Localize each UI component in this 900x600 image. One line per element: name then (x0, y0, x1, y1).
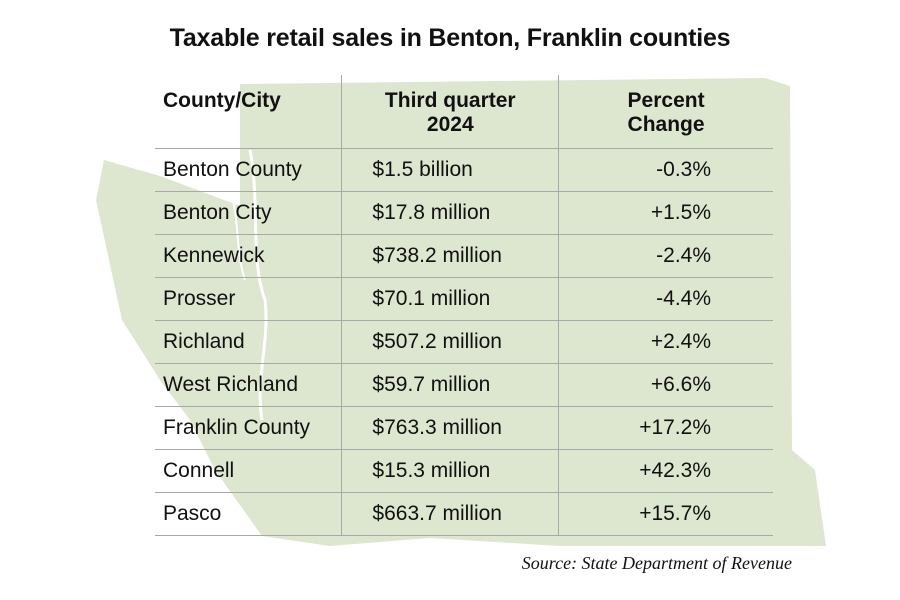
percent-change-cell: -2.4% (558, 233, 773, 277)
table-row: Benton County $1.5 billion -0.3% (155, 147, 773, 191)
percent-change-cell: +6.6% (558, 362, 773, 406)
place-name-cell: West Richland (155, 362, 342, 406)
place-name-cell: Benton City (155, 190, 342, 234)
table-row: Franklin County $763.3 million +17.2% (155, 405, 773, 449)
place-name-cell: Benton County (155, 147, 342, 191)
column-header: County/City (163, 89, 281, 112)
place-name-cell: Richland (155, 319, 342, 363)
sales-cell: $70.1 million (341, 276, 559, 320)
sales-table: County/City Third quarter 2024 Percent Cha… (155, 75, 773, 536)
table-row: Pasco $663.7 million +15.7% (155, 491, 773, 536)
chart-title: Taxable retail sales in Benton, Franklin… (169, 24, 731, 52)
table-row: Connell $15.3 million +42.3% (155, 448, 773, 492)
table-row: Benton City $17.8 million +1.5% (155, 190, 773, 234)
place-name-cell: Kennewick (155, 233, 342, 277)
table-row: Prosser $70.1 million -4.4% (155, 276, 773, 320)
percent-change-cell: +1.5% (558, 190, 773, 234)
column-header: Percent Change (558, 75, 773, 148)
column-header: Third quarter 2024 (341, 75, 559, 148)
table-row: Kennewick $738.2 million -2.4% (155, 233, 773, 277)
percent-change-cell: +15.7% (558, 491, 773, 536)
table-header-row: County/City Third quarter 2024 Percent Cha… (155, 75, 773, 148)
percent-change-cell: +42.3% (558, 448, 773, 492)
sales-cell: $763.3 million (341, 405, 559, 449)
place-name-cell: Pasco (155, 491, 342, 536)
sales-cell: $17.8 million (341, 190, 559, 234)
sales-cell: $59.7 million (341, 362, 559, 406)
source-note: Source: State Department of Revenue (521, 553, 792, 573)
sales-cell: $15.3 million (341, 448, 559, 492)
place-name-cell: Franklin County (155, 405, 342, 449)
percent-change-cell: +2.4% (558, 319, 773, 363)
percent-change-cell: +17.2% (558, 405, 773, 449)
table-row: West Richland $59.7 million +6.6% (155, 362, 773, 406)
percent-change-cell: -4.4% (558, 276, 773, 320)
sales-cell: $507.2 million (341, 319, 559, 363)
sales-cell: $1.5 billion (341, 147, 559, 191)
sales-cell: $738.2 million (341, 233, 559, 277)
place-name-cell: Connell (155, 448, 342, 492)
percent-change-cell: -0.3% (558, 147, 773, 191)
sales-cell: $663.7 million (341, 491, 559, 536)
table-row: Richland $507.2 million +2.4% (155, 319, 773, 363)
place-name-cell: Prosser (155, 276, 342, 320)
